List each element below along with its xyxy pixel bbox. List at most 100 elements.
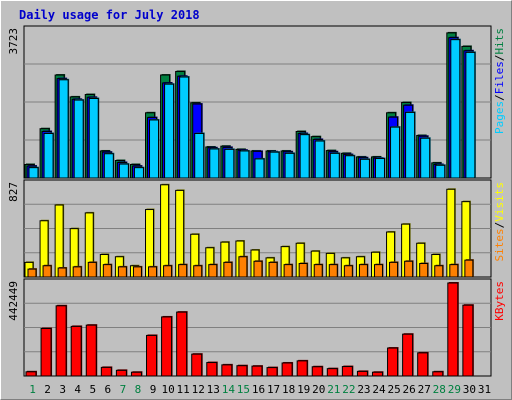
bar-pages-12 bbox=[194, 132, 205, 179]
x-tick-label-9: 9 bbox=[150, 383, 157, 396]
bar-kbytes-1 bbox=[25, 371, 37, 377]
x-tick-label-14: 14 bbox=[222, 383, 236, 396]
bar-sites-1 bbox=[27, 268, 37, 278]
panel-bottom: 442449 KBytes bbox=[7, 278, 506, 377]
bar-sites-6 bbox=[102, 264, 112, 278]
bar-kbytes-11 bbox=[176, 311, 188, 377]
bar-kbytes-29 bbox=[447, 282, 459, 377]
bar-visits-10 bbox=[160, 184, 170, 278]
bar-pages-30 bbox=[465, 51, 476, 179]
bar-pages-16 bbox=[254, 158, 265, 179]
bar-kbytes-26 bbox=[402, 333, 414, 377]
x-tick-label-22: 22 bbox=[342, 383, 355, 396]
bar-kbytes-19 bbox=[296, 360, 308, 377]
panel-middle: 827 Sites/Visits bbox=[7, 179, 506, 278]
bar-sites-3 bbox=[57, 267, 67, 278]
bar-pages-9 bbox=[149, 119, 160, 179]
bar-sites-22 bbox=[343, 265, 353, 278]
bar-sites-2 bbox=[42, 265, 52, 278]
x-tick-label-31: 31 bbox=[478, 383, 491, 396]
bar-kbytes-24 bbox=[371, 371, 383, 377]
max-label-top: 3723 bbox=[7, 28, 20, 55]
x-tick-label-10: 10 bbox=[161, 383, 174, 396]
bar-pages-17 bbox=[269, 151, 280, 179]
bar-sites-14 bbox=[223, 261, 233, 278]
bar-kbytes-13 bbox=[206, 362, 218, 377]
legend-separator: / bbox=[493, 94, 506, 101]
bar-pages-15 bbox=[239, 150, 250, 179]
bar-pages-14 bbox=[224, 148, 235, 179]
legend-separator: / bbox=[493, 55, 506, 62]
bar-kbytes-25 bbox=[387, 347, 399, 377]
bar-pages-8 bbox=[133, 167, 144, 179]
bar-kbytes-6 bbox=[100, 366, 112, 377]
legend-separator: / bbox=[493, 222, 506, 229]
x-tick-label-5: 5 bbox=[89, 383, 96, 396]
x-tick-label-20: 20 bbox=[312, 383, 325, 396]
bar-kbytes-15 bbox=[236, 365, 248, 377]
legend-middle: Sites/Visits bbox=[493, 182, 506, 262]
bar-sites-29 bbox=[449, 264, 459, 278]
x-tick-label-7: 7 bbox=[120, 383, 127, 396]
bar-kbytes-9 bbox=[146, 334, 158, 377]
bar-pages-22 bbox=[344, 155, 355, 179]
bar-sites-13 bbox=[208, 264, 218, 278]
x-tick-label-4: 4 bbox=[74, 383, 81, 396]
x-tick-label-27: 27 bbox=[418, 383, 431, 396]
bar-kbytes-18 bbox=[281, 362, 293, 377]
bar-pages-5 bbox=[88, 97, 99, 179]
bar-pages-23 bbox=[359, 158, 370, 179]
bar-sites-21 bbox=[328, 264, 338, 278]
x-tick-label-15: 15 bbox=[237, 383, 250, 396]
x-tick-label-6: 6 bbox=[105, 383, 112, 396]
bar-sites-11 bbox=[178, 264, 188, 278]
max-label-middle: 827 bbox=[7, 182, 20, 202]
x-tick-label-19: 19 bbox=[297, 383, 310, 396]
bar-sites-17 bbox=[268, 261, 278, 278]
bar-kbytes-10 bbox=[161, 316, 173, 377]
bar-sites-8 bbox=[132, 266, 142, 278]
bar-sites-5 bbox=[87, 261, 97, 278]
x-tick-label-30: 30 bbox=[463, 383, 476, 396]
bar-sites-15 bbox=[238, 256, 248, 278]
bar-pages-26 bbox=[405, 111, 416, 179]
x-tick-label-21: 21 bbox=[327, 383, 340, 396]
legend-bottom: KBytes bbox=[493, 281, 506, 321]
bar-sites-26 bbox=[404, 260, 414, 278]
legend-top: Pages/Files/Hits bbox=[493, 28, 506, 134]
x-tick-label-1: 1 bbox=[29, 383, 36, 396]
x-tick-label-12: 12 bbox=[192, 383, 205, 396]
bar-sites-7 bbox=[117, 266, 127, 278]
bar-sites-30 bbox=[464, 259, 474, 278]
x-tick-label-18: 18 bbox=[282, 383, 295, 396]
bar-pages-3 bbox=[58, 79, 69, 179]
bar-sites-10 bbox=[163, 265, 173, 278]
bar-visits-3 bbox=[54, 204, 64, 278]
bar-pages-2 bbox=[43, 132, 54, 179]
bar-kbytes-2 bbox=[40, 327, 52, 377]
bar-pages-13 bbox=[209, 148, 220, 179]
bar-pages-1 bbox=[28, 167, 39, 179]
bar-sites-25 bbox=[389, 261, 399, 278]
x-tick-label-26: 26 bbox=[403, 383, 416, 396]
bar-kbytes-21 bbox=[326, 368, 338, 377]
bar-kbytes-27 bbox=[417, 352, 429, 377]
x-tick-label-3: 3 bbox=[59, 383, 66, 396]
legend-item-kbytes: KBytes bbox=[493, 281, 506, 321]
bar-sites-9 bbox=[148, 266, 158, 278]
bar-kbytes-8 bbox=[130, 371, 142, 377]
legend-item-sites: Sites bbox=[493, 228, 506, 261]
bar-kbytes-28 bbox=[432, 371, 444, 377]
legend-item-visits: Visits bbox=[493, 182, 506, 222]
x-tick-label-16: 16 bbox=[252, 383, 265, 396]
bar-pages-7 bbox=[118, 163, 129, 179]
bar-pages-21 bbox=[329, 152, 340, 179]
x-tick-label-17: 17 bbox=[267, 383, 280, 396]
bar-sites-23 bbox=[358, 264, 368, 278]
bar-pages-4 bbox=[73, 99, 84, 179]
bar-sites-28 bbox=[434, 265, 444, 278]
x-tick-label-23: 23 bbox=[357, 383, 370, 396]
bar-pages-19 bbox=[299, 134, 310, 179]
bar-sites-4 bbox=[72, 266, 82, 278]
